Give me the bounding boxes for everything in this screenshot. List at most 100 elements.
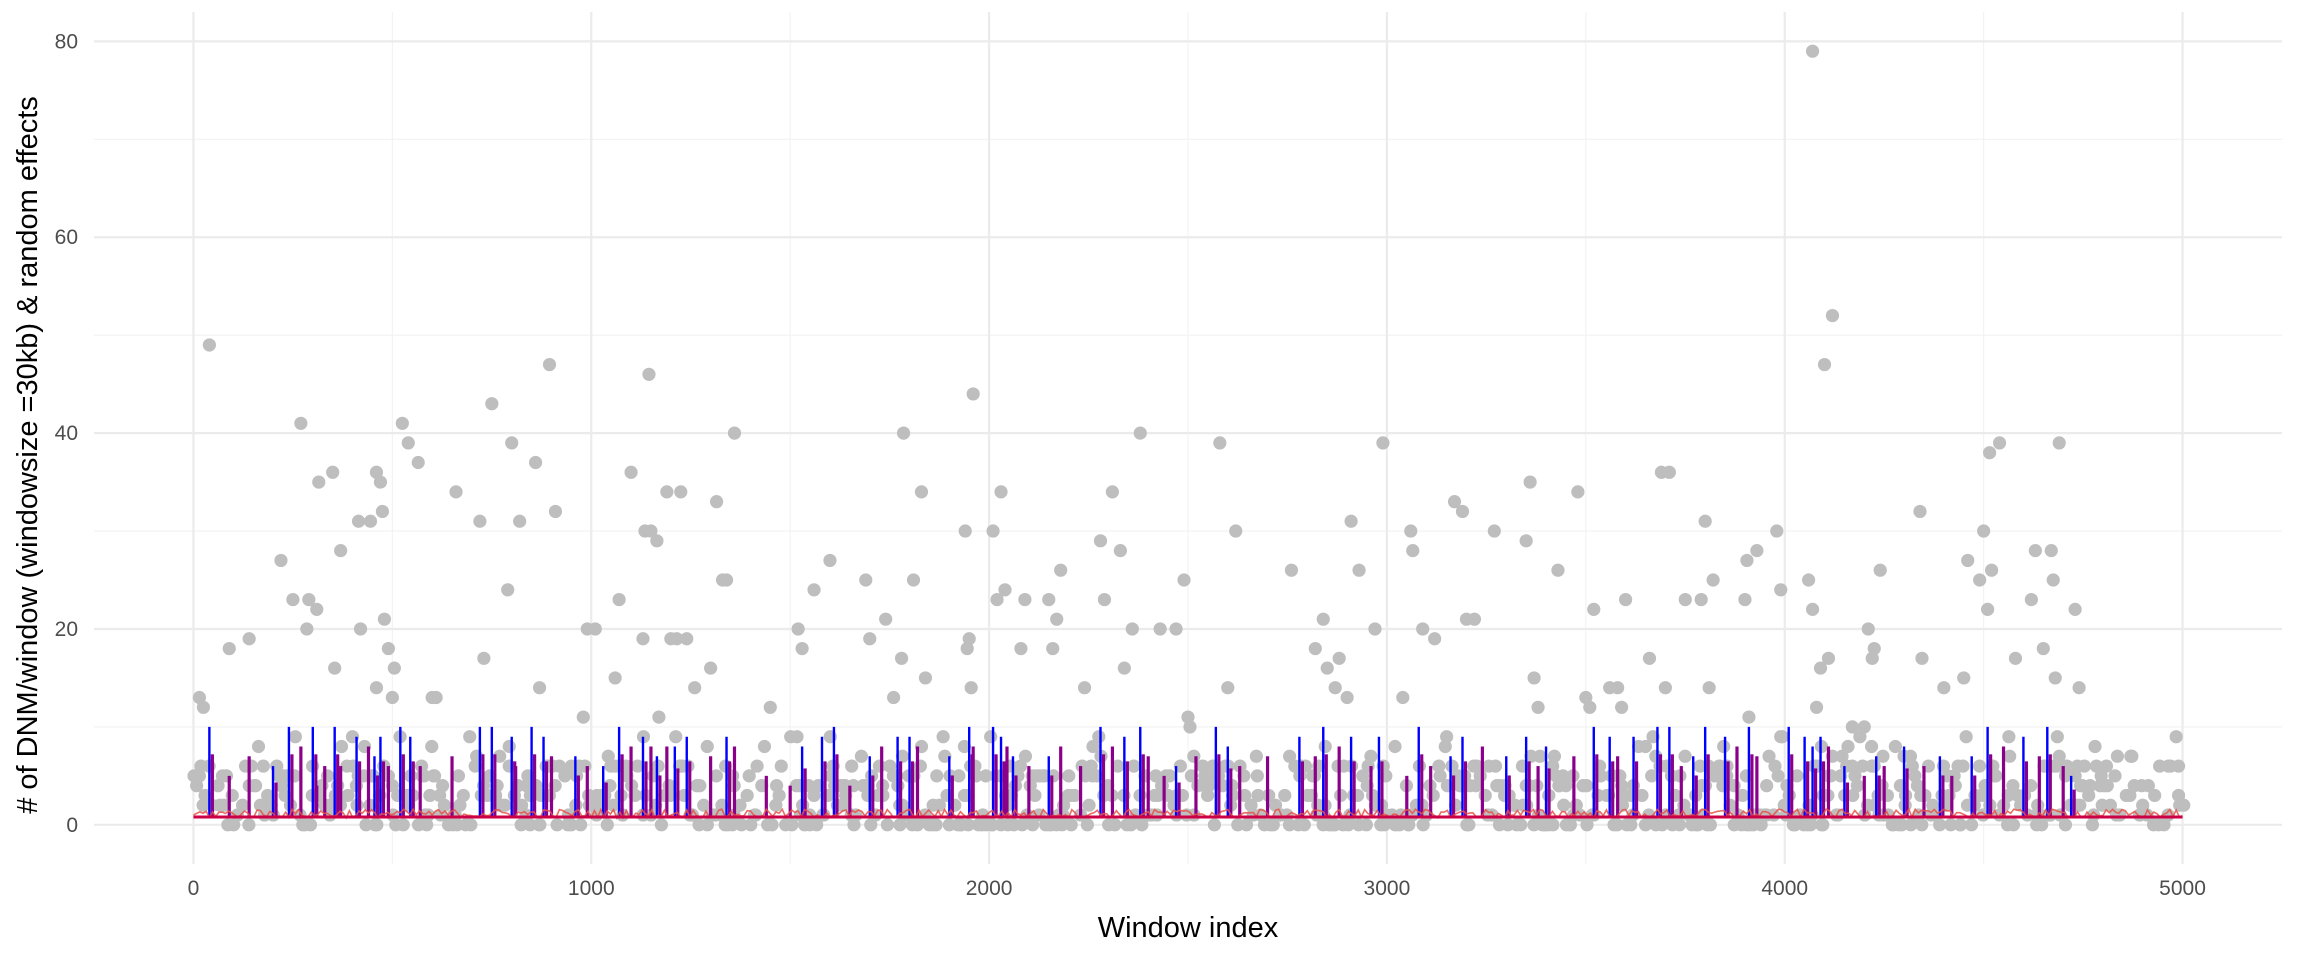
data-point-low	[715, 798, 729, 812]
data-point-low	[1944, 818, 1958, 832]
data-point-low	[1876, 749, 1890, 763]
data-point-low	[1388, 739, 1402, 754]
data-point	[369, 681, 384, 695]
data-point-low	[1867, 759, 1881, 773]
data-point-low	[936, 730, 950, 744]
data-point	[1153, 622, 1167, 636]
data-point	[1050, 612, 1064, 626]
data-point-low	[1207, 818, 1222, 832]
data-point-low	[1432, 759, 1446, 773]
data-point-low	[1559, 779, 1573, 793]
data-point-low	[2058, 818, 2073, 832]
data-point	[960, 641, 974, 656]
data-point	[1093, 534, 1108, 548]
data-point-low	[341, 788, 355, 803]
data-point-low	[1359, 818, 1373, 832]
data-point-low	[1775, 730, 1789, 744]
data-point-low	[1580, 818, 1594, 832]
y-tick-label: 40	[55, 422, 78, 445]
data-point-low	[810, 818, 824, 832]
data-point-low	[893, 818, 907, 832]
data-point	[994, 485, 1008, 499]
data-point-low	[1377, 818, 1391, 832]
data-point-low	[1645, 769, 1659, 783]
data-point	[1332, 651, 1346, 665]
data-point-low	[961, 818, 975, 832]
data-point	[1857, 720, 1871, 734]
data-point	[286, 592, 300, 607]
data-point	[795, 641, 809, 656]
data-point-low	[1341, 818, 1355, 832]
y-tick-label: 60	[55, 226, 78, 249]
data-point-low	[1964, 818, 1979, 832]
data-point	[1447, 495, 1462, 509]
data-point-low	[2073, 798, 2087, 812]
data-point-low	[2035, 818, 2049, 832]
data-point-low	[733, 798, 747, 812]
data-point-low	[2003, 749, 2017, 763]
data-point	[1587, 602, 1601, 616]
data-point	[2124, 749, 2138, 763]
data-point	[1014, 641, 1028, 656]
data-point-low	[697, 798, 711, 812]
data-point-low	[600, 818, 614, 832]
data-point	[328, 661, 342, 675]
data-point-low	[420, 818, 434, 832]
data-point-low	[463, 730, 477, 744]
data-point	[1977, 524, 1991, 538]
data-point-low	[1638, 739, 1653, 754]
data-point	[1865, 651, 1879, 665]
data-point	[1404, 524, 1418, 538]
data-point-low	[2089, 759, 2103, 773]
data-point	[660, 485, 674, 499]
data-point	[608, 671, 622, 685]
data-point	[1571, 485, 1585, 499]
data-point	[202, 338, 216, 352]
data-point	[2044, 544, 2058, 558]
data-point-low	[248, 779, 263, 793]
data-point-low	[1250, 769, 1264, 783]
data-point-low	[423, 788, 437, 803]
data-point-low	[2052, 749, 2066, 763]
data-point-low	[396, 818, 410, 832]
data-point-low	[2085, 818, 2100, 832]
data-point	[1873, 563, 1887, 577]
data-point	[1117, 661, 1131, 675]
data-point-low	[1025, 818, 1040, 832]
data-point-low	[1547, 749, 1562, 763]
data-point-low	[785, 818, 799, 832]
data-point-low	[845, 759, 859, 773]
data-point-low	[1249, 749, 1263, 763]
data-point-low	[742, 769, 756, 783]
data-point	[918, 671, 933, 685]
data-point	[990, 592, 1004, 607]
data-point-low	[1610, 818, 1624, 832]
data-point-low	[1835, 749, 1849, 763]
data-point	[576, 710, 590, 724]
data-point-low	[2110, 749, 2125, 763]
data-point	[1658, 681, 1672, 695]
data-point-low	[2100, 779, 2114, 793]
data-point	[1077, 681, 1092, 695]
data-point-low	[426, 769, 441, 783]
data-point-low	[321, 769, 335, 783]
data-point-low	[244, 759, 258, 773]
data-point-low	[1062, 769, 1076, 783]
data-point	[1619, 592, 1633, 607]
data-point-low	[468, 759, 482, 773]
data-point-low	[1266, 818, 1280, 832]
data-point	[1018, 592, 1032, 607]
data-point-low	[1803, 818, 1818, 832]
data-point	[791, 622, 805, 636]
data-point-low	[288, 730, 302, 744]
data-point-low	[669, 730, 683, 744]
data-point	[998, 583, 1012, 597]
data-point-low	[2169, 730, 2183, 744]
data-point-low	[564, 818, 578, 832]
data-point	[1611, 681, 1625, 695]
data-point	[650, 534, 664, 548]
data-point-low	[930, 769, 944, 783]
data-point-low	[235, 798, 250, 812]
data-point-low	[1613, 769, 1627, 783]
